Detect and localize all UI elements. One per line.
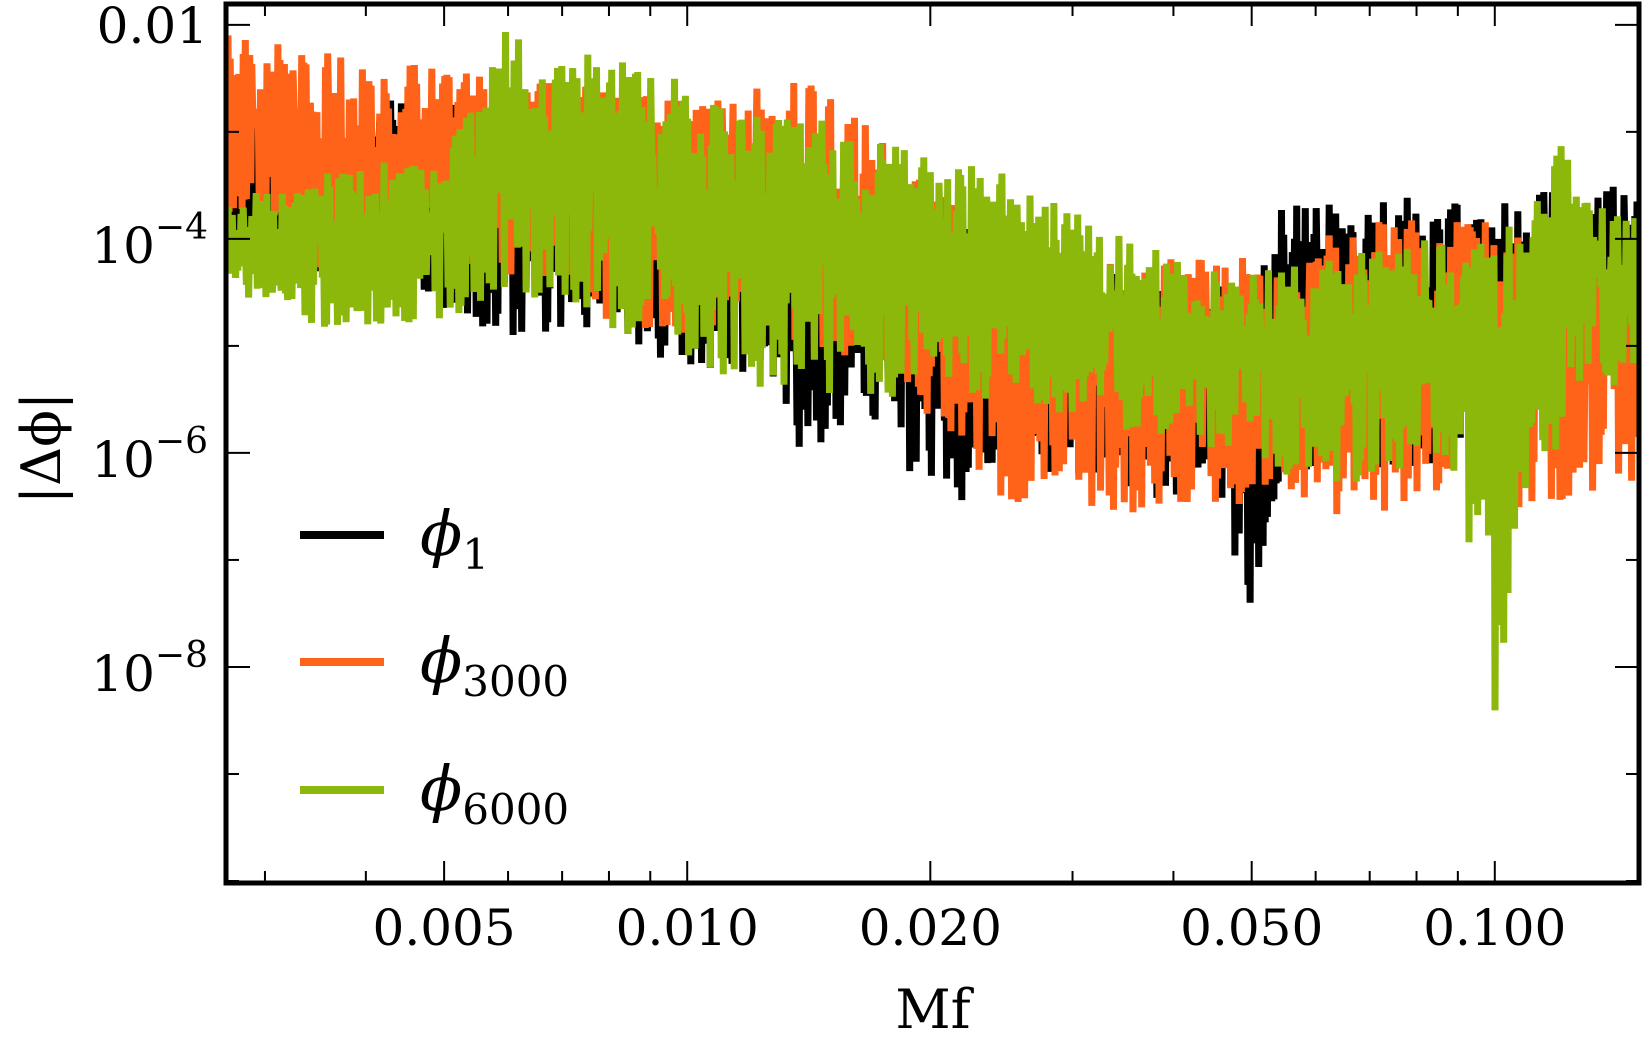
series-line-3 [228,31,1637,711]
x-tick-label: 0.020 [859,899,1002,957]
x-tick-label: 0.100 [1423,899,1566,957]
y-axis-tick-labels: 0.01 10−4 10−6 10−8 [91,0,208,703]
x-axis-tick-labels: 0.005 0.010 0.020 0.050 0.100 [373,899,1567,957]
legend-label-3: ϕ6000 [420,752,569,834]
y-tick-label: 0.01 [97,0,208,55]
legend: ϕ1 ϕ3000 ϕ6000 [300,497,569,834]
legend-label-subscript: 3000 [462,657,569,706]
legend-label-subscript: 6000 [462,785,569,834]
x-axis-title: Mf [895,978,974,1037]
y-tick-label: 10−6 [91,421,208,489]
series-layer [228,31,1637,711]
legend-label-2: ϕ3000 [420,624,569,706]
legend-label-1: ϕ1 [420,497,489,579]
plot-frame [223,1,1642,886]
y-axis-title: |Δϕ| [10,392,73,504]
y-tick-label-exponent: −4 [155,207,208,248]
x-axis-ticks [263,6,1496,881]
x-tick-label: 0.005 [373,899,516,957]
y-tick-label: 10−4 [91,207,208,275]
x-tick-label: 0.010 [616,899,759,957]
y-tick-label: 10−8 [91,635,208,703]
y-tick-label-exponent: −8 [155,635,208,676]
x-tick-label: 0.050 [1180,899,1323,957]
legend-label-subscript: 1 [462,530,489,579]
y-tick-label-exponent: −6 [155,421,208,462]
